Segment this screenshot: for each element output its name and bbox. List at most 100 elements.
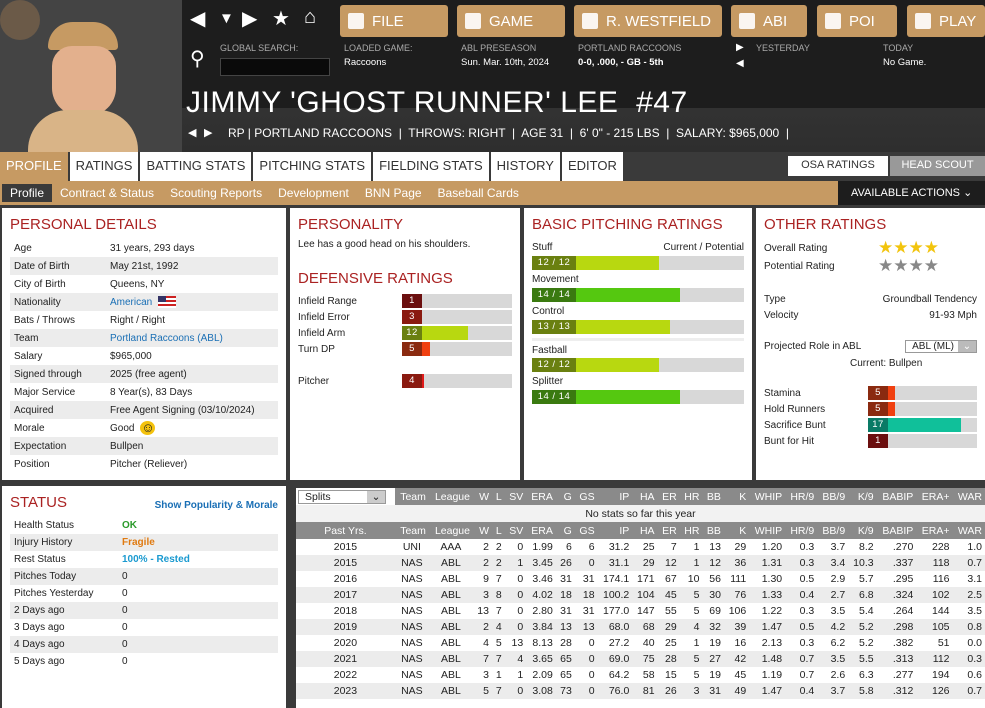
column-header[interactable]: Team xyxy=(394,488,429,505)
column-header[interactable]: Team xyxy=(394,522,429,539)
column-header[interactable]: WAR xyxy=(952,488,985,505)
column-header[interactable]: IP xyxy=(597,488,633,505)
column-header[interactable]: L xyxy=(491,522,505,539)
file-button[interactable]: FILE xyxy=(340,5,448,37)
stat-cell: 55 xyxy=(665,605,677,617)
stat-cell: 1 xyxy=(693,541,700,553)
game-button[interactable]: GAME xyxy=(457,5,565,37)
head-scout-toggle[interactable]: HEAD SCOUT xyxy=(890,156,985,176)
column-header[interactable]: GS xyxy=(574,522,598,539)
detail-value[interactable]: Portland Raccoons (ABL) xyxy=(110,332,223,344)
subtab-scouting-reports[interactable]: Scouting Reports xyxy=(170,186,263,200)
next-day-icon[interactable]: ▶ xyxy=(736,42,744,53)
column-header[interactable]: BB xyxy=(702,522,724,539)
column-header[interactable]: ERA xyxy=(526,522,556,539)
dropdown-arrow-icon[interactable]: ▼ xyxy=(219,10,234,27)
column-header[interactable]: IP xyxy=(597,522,633,539)
play-button[interactable]: PLAY xyxy=(907,5,985,37)
column-header[interactable]: League xyxy=(428,522,473,539)
abi-button[interactable]: ABI xyxy=(731,5,807,37)
tab-pitching-stats[interactable]: PITCHING STATS xyxy=(253,152,372,181)
column-header[interactable]: BB/9 xyxy=(817,488,849,505)
column-header[interactable]: League xyxy=(428,488,473,505)
today-label: TODAY xyxy=(883,43,914,53)
column-header[interactable]: HR/9 xyxy=(785,522,818,539)
tab-fielding-stats[interactable]: FIELDING STATS xyxy=(373,152,489,181)
show-popularity-morale-link[interactable]: Show Popularity & Morale xyxy=(154,500,278,511)
osa-ratings-toggle[interactable]: OSA RATINGS xyxy=(788,156,888,176)
column-header[interactable]: K/9 xyxy=(848,522,877,539)
detail-value[interactable]: American xyxy=(110,296,153,308)
r-westfield-button[interactable]: R. WESTFIELD xyxy=(574,5,722,37)
column-header[interactable]: BABIP xyxy=(876,522,917,539)
tab-profile[interactable]: PROFILE xyxy=(0,152,68,181)
column-header[interactable]: SV xyxy=(504,488,527,505)
available-actions-button[interactable]: AVAILABLE ACTIONS ⌄ xyxy=(838,181,985,205)
subtab-baseball-cards[interactable]: Baseball Cards xyxy=(437,186,519,200)
column-header[interactable]: ERA+ xyxy=(916,522,953,539)
star-icon[interactable]: ★ xyxy=(272,8,290,30)
tab-history[interactable]: HISTORY xyxy=(490,152,560,181)
column-header[interactable]: K xyxy=(723,488,750,505)
stat-cell: 174.1 xyxy=(603,573,630,585)
subtab-contract-status[interactable]: Contract & Status xyxy=(60,186,155,200)
splits-dropdown[interactable]: Splits ⌄ xyxy=(298,489,386,504)
prev-day-icon[interactable]: ◀ xyxy=(736,58,744,69)
forward-arrow-icon[interactable]: ▶ xyxy=(242,8,258,30)
column-header[interactable]: HR/9 xyxy=(785,488,818,505)
column-header[interactable]: WHIP xyxy=(749,488,786,505)
stat-cell: NAS xyxy=(394,587,429,603)
column-header[interactable]: HA xyxy=(632,488,658,505)
stat-cell: 18 xyxy=(574,587,598,603)
search-icon[interactable]: ⚲ xyxy=(190,48,205,70)
subtab-development[interactable]: Development xyxy=(278,186,349,200)
detail-row: Date of Birth May 21st, 1992 xyxy=(10,257,278,275)
stat-cell: .312 xyxy=(876,683,917,699)
column-header[interactable]: K/9 xyxy=(848,488,877,505)
column-header[interactable]: W xyxy=(472,522,492,539)
stat-cell: 0 xyxy=(504,619,527,635)
column-header[interactable]: K xyxy=(723,522,750,539)
stat-cell: 6 xyxy=(588,541,595,553)
subtab-bnn-page[interactable]: BNN Page xyxy=(364,186,422,200)
back-arrow-icon[interactable]: ◀ xyxy=(190,8,206,30)
tab-editor[interactable]: EDITOR xyxy=(561,152,623,181)
splits-select[interactable]: Splits ⌄ xyxy=(296,488,395,505)
stat-cell: 25 xyxy=(665,637,677,649)
tab-ratings[interactable]: RATINGS xyxy=(69,152,139,181)
column-header[interactable]: ER xyxy=(657,488,680,505)
column-header[interactable]: HR xyxy=(679,522,703,539)
stat-cell: 4 xyxy=(483,637,489,649)
stat-cell: 9 xyxy=(483,573,489,585)
column-header[interactable]: BABIP xyxy=(876,488,917,505)
subtab-profile[interactable]: Profile xyxy=(2,184,53,202)
rating-bar-fill xyxy=(868,418,961,432)
column-header[interactable]: HR xyxy=(679,488,703,505)
column-header[interactable]: ERA+ xyxy=(916,488,953,505)
column-header[interactable]: GS xyxy=(574,488,598,505)
projected-role-select[interactable]: ABL (ML) ⌄ xyxy=(905,339,977,353)
column-header[interactable]: G xyxy=(555,488,575,505)
column-header[interactable]: ERA xyxy=(526,488,556,505)
column-header[interactable]: ER xyxy=(657,522,680,539)
tab-batting-stats[interactable]: BATTING STATS xyxy=(140,152,252,181)
column-header[interactable]: SV xyxy=(504,522,527,539)
column-header[interactable]: BB/9 xyxy=(817,522,849,539)
column-header[interactable]: WAR xyxy=(952,522,985,539)
status-label: Health Status xyxy=(14,520,75,531)
rating-label: Fastball xyxy=(532,344,568,356)
column-header[interactable]: HA xyxy=(632,522,658,539)
column-header[interactable]: W xyxy=(472,488,492,505)
column-header[interactable]: BB xyxy=(702,488,724,505)
global-search-input[interactable] xyxy=(220,58,330,76)
home-icon[interactable]: ⌂ xyxy=(304,6,317,28)
poi-button[interactable]: POI xyxy=(817,5,897,37)
other-rating-row: Hold Runners 5 xyxy=(764,401,977,417)
column-header[interactable]: L xyxy=(491,488,505,505)
next-player-icon[interactable]: ▶ xyxy=(204,127,213,139)
prev-player-icon[interactable]: ◀ xyxy=(188,127,197,139)
stat-cell: 116 xyxy=(932,573,950,585)
stat-cell: NAS xyxy=(394,619,429,635)
column-header[interactable]: G xyxy=(555,522,575,539)
column-header[interactable]: WHIP xyxy=(749,522,786,539)
